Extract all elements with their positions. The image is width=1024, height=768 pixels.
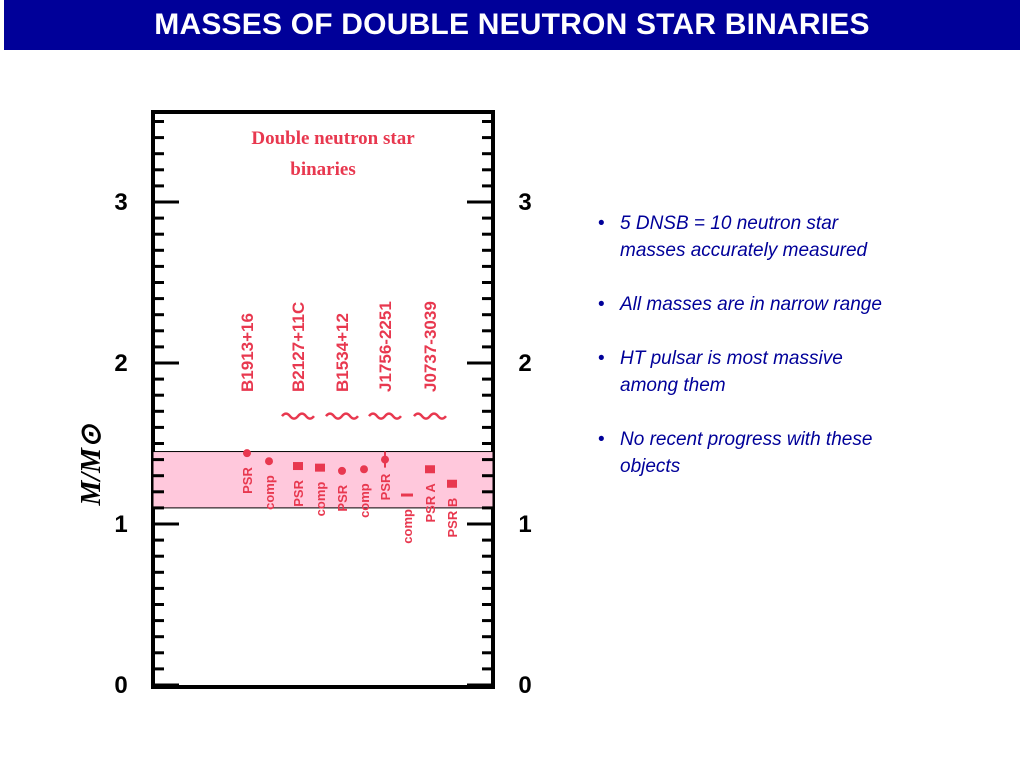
bullet-item: • HT pulsar is most massive among them — [598, 345, 1008, 399]
chart-title: Double neutron star — [251, 128, 415, 149]
data-point — [265, 457, 273, 466]
bullet-item: • 5 DNSB = 10 neutron star masses accura… — [598, 210, 1008, 264]
data-point — [243, 449, 251, 458]
data-point — [447, 479, 457, 488]
plot-frame — [151, 110, 495, 689]
bullet-dot: • — [598, 429, 605, 450]
component-label: PSR — [240, 467, 255, 494]
break-mark — [368, 412, 402, 420]
y-tick-label-right: 1 — [518, 511, 531, 538]
y-tick-label-right: 3 — [518, 189, 531, 216]
data-point — [293, 462, 303, 471]
y-tick-label-left: 1 — [114, 511, 127, 538]
y-tick-label-right: 0 — [518, 672, 531, 699]
data-point — [425, 465, 435, 474]
slide-title: MASSES OF DOUBLE NEUTRON STAR BINARIES — [154, 8, 870, 41]
bullet-dot: • — [598, 294, 605, 315]
component-label: PSR — [291, 479, 306, 506]
mass-range-band — [152, 451, 494, 509]
component-label: comp — [357, 483, 372, 518]
mass-chart: 0 0 1 1 2 2 3 3 B1913+16 PSR comp B2127+11C PSR comp… — [76, 110, 532, 699]
y-tick-label-left: 2 — [114, 350, 127, 377]
series-name-label: B2127+11C — [289, 302, 308, 392]
series-name-label: B1913+16 — [238, 313, 257, 392]
bullet-text: HT pulsar is most massive among them — [620, 348, 843, 396]
chart-title-line2: binaries — [290, 159, 355, 180]
bullet-dot: • — [598, 348, 605, 369]
bullet-item: • All masses are in narrow range — [598, 291, 1008, 318]
break-mark — [325, 412, 359, 420]
y-tick-label-right: 2 — [518, 350, 531, 377]
component-label: PSR — [378, 473, 393, 500]
series-name-label: J0737-3039 — [421, 301, 440, 392]
y-tick-label-left: 0 — [114, 672, 127, 699]
component-label: comp — [262, 475, 277, 510]
component-label: PSR — [335, 484, 350, 511]
data-point — [338, 466, 346, 475]
bullet-text: All masses are in narrow range — [620, 294, 882, 315]
series-name-label: B1534+12 — [333, 313, 352, 392]
component-label: comp — [400, 509, 415, 544]
bullet-list: • 5 DNSB = 10 neutron star masses accura… — [598, 210, 1008, 507]
y-tick-label-left: 3 — [114, 189, 127, 216]
data-point — [315, 463, 325, 472]
component-label: PSR A — [423, 483, 438, 523]
bullet-item: • No recent progress with these objects — [598, 426, 1008, 480]
bullet-text: No recent progress with these objects — [620, 429, 873, 477]
bullet-text: 5 DNSB = 10 neutron star masses accurate… — [620, 213, 868, 261]
y-axis-label: M/M⊙ — [76, 423, 107, 507]
data-point — [360, 465, 368, 474]
break-mark — [281, 412, 315, 420]
component-label: comp — [313, 482, 328, 517]
bullet-dot: • — [598, 213, 605, 234]
component-label: PSR B — [445, 498, 460, 538]
break-mark — [413, 412, 447, 420]
series-name-label: J1756-2251 — [376, 301, 395, 392]
title-bar: MASSES OF DOUBLE NEUTRON STAR BINARIES — [4, 0, 1020, 50]
